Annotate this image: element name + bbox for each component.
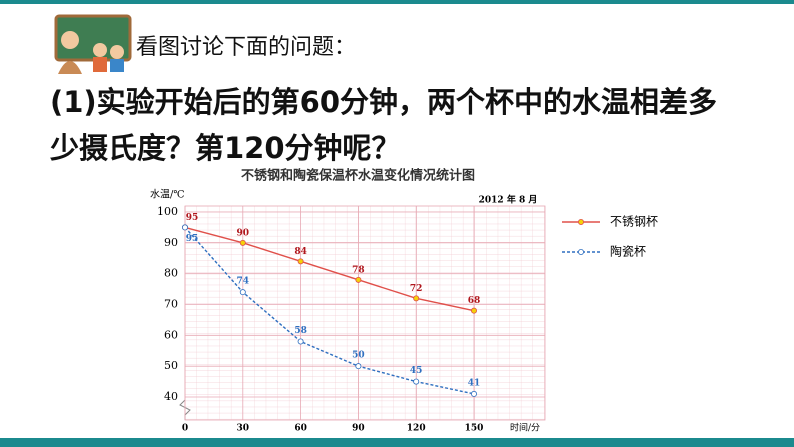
data-label: 95 bbox=[186, 234, 199, 244]
chart-title: 不锈钢和陶瓷保温杯水温变化情况统计图 bbox=[241, 168, 475, 184]
y-axis-label: 水温/℃ bbox=[150, 189, 185, 201]
point bbox=[355, 363, 362, 370]
data-label: 84 bbox=[294, 247, 307, 257]
legend-marker bbox=[578, 248, 585, 255]
point bbox=[413, 295, 420, 302]
y-tick-label: 100 bbox=[157, 205, 178, 218]
point bbox=[239, 289, 246, 296]
chart-subtitle: 2012 年 8 月 bbox=[479, 194, 538, 206]
point bbox=[470, 307, 477, 314]
data-label: 78 bbox=[352, 265, 365, 275]
y-tick-label: 90 bbox=[164, 236, 178, 249]
data-label: 50 bbox=[352, 351, 365, 361]
data-label: 58 bbox=[294, 326, 307, 336]
top-bar bbox=[0, 0, 794, 4]
instruction: 看图讨论下面的问题： bbox=[136, 35, 356, 60]
x-axis-label: 时间/分 bbox=[510, 422, 540, 434]
point bbox=[413, 378, 420, 385]
question-line: (1)实验开始后的第60分钟，两个杯中的水温相差多 bbox=[50, 85, 717, 119]
data-label: 68 bbox=[468, 296, 481, 306]
data-label: 90 bbox=[237, 228, 250, 238]
data-label: 45 bbox=[410, 366, 423, 376]
data-label: 72 bbox=[410, 284, 423, 294]
legend-marker bbox=[578, 218, 585, 225]
series-line bbox=[184, 226, 475, 395]
point bbox=[297, 258, 304, 265]
legend-label: 不锈钢杯 bbox=[610, 215, 658, 229]
point bbox=[297, 338, 304, 345]
point bbox=[355, 276, 362, 283]
y-tick-label: 50 bbox=[164, 359, 178, 372]
y-tick-label: 60 bbox=[164, 328, 178, 341]
data-label: 95 bbox=[186, 213, 199, 223]
y-tick-label: 70 bbox=[164, 298, 178, 311]
y-tick-label: 40 bbox=[164, 390, 178, 403]
x-tick-label: 30 bbox=[237, 424, 250, 434]
x-tick-label: 120 bbox=[407, 424, 426, 434]
point bbox=[470, 390, 477, 397]
point bbox=[239, 239, 246, 246]
x-tick-label: 90 bbox=[352, 424, 365, 434]
data-label: 74 bbox=[237, 277, 250, 287]
teacher-icon bbox=[54, 14, 132, 74]
series-line bbox=[184, 226, 475, 312]
point bbox=[181, 224, 188, 231]
y-tick-label: 80 bbox=[164, 267, 178, 280]
x-tick-label: 150 bbox=[465, 424, 484, 434]
question-line: 少摄氏度？第120分钟呢？ bbox=[50, 131, 401, 165]
bottom-bar bbox=[0, 438, 794, 447]
x-tick-label: 0 bbox=[182, 424, 188, 434]
x-tick-label: 60 bbox=[294, 424, 307, 434]
legend-label: 陶瓷杯 bbox=[610, 244, 646, 259]
data-label: 41 bbox=[468, 378, 481, 388]
